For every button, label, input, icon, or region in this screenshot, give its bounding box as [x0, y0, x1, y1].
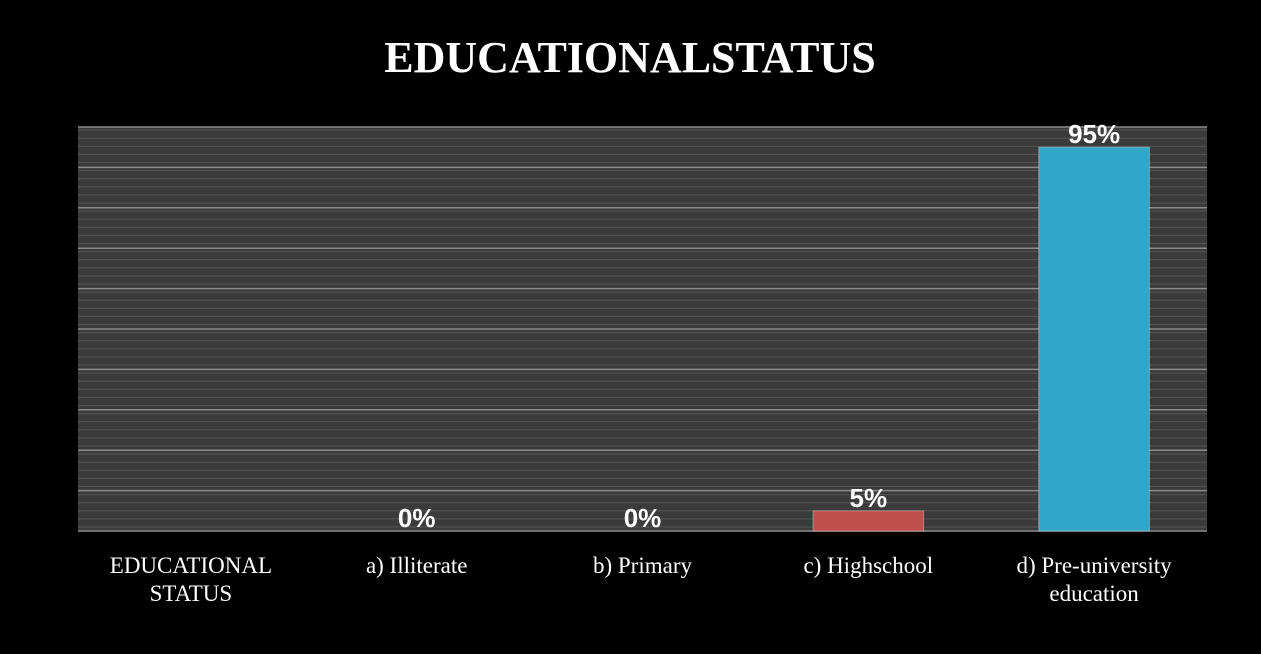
x-tick-label: d) Pre-university education: [1016, 553, 1172, 606]
bar: [1038, 146, 1150, 532]
value-label: 5%: [850, 483, 888, 513]
chart-title: EDUCATIONALSTATUS: [384, 33, 875, 82]
value-label: 0%: [398, 503, 436, 533]
x-tick-label: EDUCATIONAL STATUS: [109, 553, 273, 606]
value-label: 95%: [1068, 119, 1120, 149]
value-label: 0%: [624, 503, 662, 533]
x-tick-label: b) Primary: [592, 553, 692, 578]
bar: [812, 510, 925, 532]
x-tick-label: c) Highschool: [803, 553, 934, 578]
x-tick-label: a) Illiterate: [365, 553, 468, 578]
